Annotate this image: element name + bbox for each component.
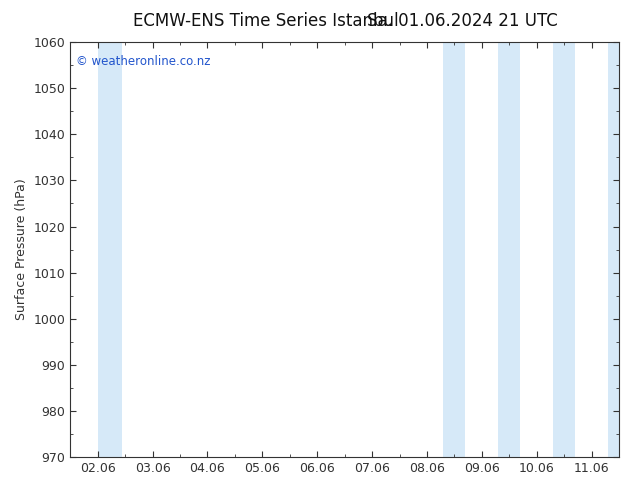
Text: © weatheronline.co.nz: © weatheronline.co.nz xyxy=(76,54,210,68)
Y-axis label: Surface Pressure (hPa): Surface Pressure (hPa) xyxy=(15,179,28,320)
Bar xyxy=(608,42,630,457)
Text: Sa. 01.06.2024 21 UTC: Sa. 01.06.2024 21 UTC xyxy=(368,12,558,30)
Bar xyxy=(443,42,465,457)
Bar xyxy=(98,42,122,457)
Text: ECMW-ENS Time Series Istanbul: ECMW-ENS Time Series Istanbul xyxy=(134,12,399,30)
Bar xyxy=(498,42,521,457)
Bar xyxy=(553,42,575,457)
